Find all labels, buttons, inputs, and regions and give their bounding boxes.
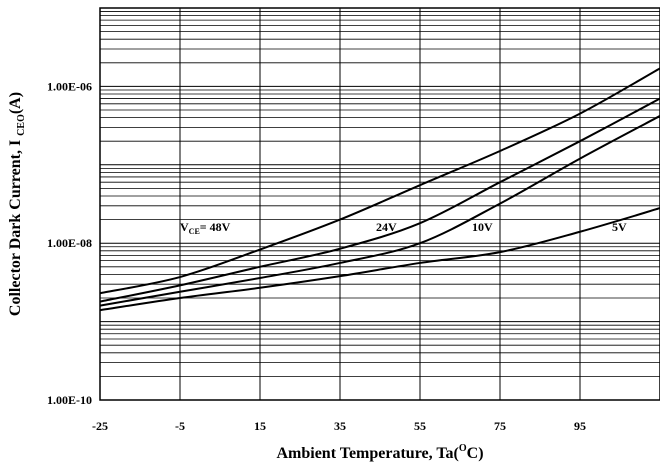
series-line-24V xyxy=(99,97,660,303)
x-axis-title-end: C) xyxy=(467,445,484,462)
plot-grid xyxy=(99,8,660,401)
x-tick-labels: -25 -5 15 35 55 75 95 xyxy=(92,419,586,433)
series-label-5V: 5V xyxy=(612,220,627,234)
series-label-24V: 24V xyxy=(376,220,397,234)
y-tick-label-1: 1.00E-08 xyxy=(47,236,92,250)
series-curves xyxy=(99,67,660,312)
y-axis-title-end: (A) xyxy=(7,92,24,114)
x-tick-label-4: 55 xyxy=(414,419,426,433)
x-axis-title-main: Ambient Temperature, Ta( xyxy=(276,445,458,462)
y-tick-label-0: 1.00E-10 xyxy=(47,393,92,407)
plot-frame xyxy=(99,7,660,401)
y-tick-label-2: 1.00E-06 xyxy=(47,79,92,93)
x-axis-title: Ambient Temperature, Ta(OC) xyxy=(276,443,483,462)
x-tick-label-0: -25 xyxy=(92,419,108,433)
series-label-48V: VCE= 48V xyxy=(180,220,231,236)
series-line-10V xyxy=(99,115,660,307)
y-axis-title-main: Collector Dark Current, I xyxy=(7,136,24,316)
y-axis-title: Collector Dark Current, I CEO(A) xyxy=(7,92,27,316)
x-tick-label-5: 75 xyxy=(494,419,506,433)
y-axis-title-sub: CEO xyxy=(16,114,27,136)
series-line-5V xyxy=(99,207,660,312)
series-labels: VCE= 48V 24V 10V 5V xyxy=(180,220,627,236)
series-line-48V xyxy=(99,67,660,295)
x-tick-label-6: 95 xyxy=(574,419,586,433)
x-tick-label-1: -5 xyxy=(175,419,185,433)
x-tick-label-3: 35 xyxy=(334,419,346,433)
y-tick-labels: 1.00E-10 1.00E-08 1.00E-06 xyxy=(47,79,92,407)
series-label-10V: 10V xyxy=(472,220,493,234)
x-axis-title-sup: O xyxy=(459,443,467,454)
x-tick-label-2: 15 xyxy=(254,419,266,433)
